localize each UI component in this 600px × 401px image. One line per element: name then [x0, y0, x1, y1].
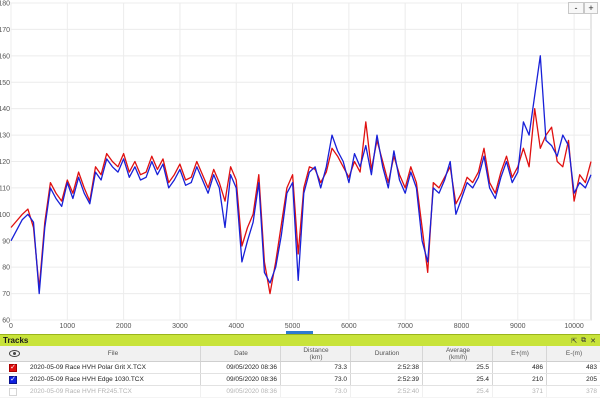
y-tick-label: 60	[2, 318, 10, 325]
y-tick-label: 120	[0, 159, 10, 166]
file-cell: 2020-05-09 Race HVH Edge 1030.TCX	[30, 376, 144, 383]
table-row[interactable]: ✓ 2020-05-09 Race HVH Edge 1030.TCX 09/0…	[0, 374, 600, 386]
x-tick-label: 9000	[510, 323, 526, 330]
x-tick-label: 4000	[228, 323, 244, 330]
tracks-title: Tracks	[3, 336, 29, 345]
x-tick-label: 0	[9, 323, 13, 330]
distance-cell: 73.3	[280, 362, 350, 373]
elevation-gain-cell: 486	[492, 362, 546, 373]
column-elevation-loss[interactable]: E-(m)	[546, 346, 600, 361]
distance-cell: 73.0	[280, 374, 350, 385]
zoom-out-button[interactable]: -	[568, 2, 584, 14]
x-tick-label: 2000	[116, 323, 132, 330]
column-duration[interactable]: Duration	[350, 346, 423, 361]
elevation-loss-cell: 205	[546, 374, 600, 385]
column-elevation-gain[interactable]: E+(m)	[492, 346, 547, 361]
zoom-in-button[interactable]: +	[584, 2, 598, 14]
y-tick-label: 170	[0, 27, 10, 34]
x-tick-label: 8000	[454, 323, 470, 330]
x-tick-label: 7000	[397, 323, 413, 330]
duration-cell: 2:52:40	[350, 386, 422, 397]
y-tick-label: 110	[0, 185, 10, 192]
series-line-1[interactable]	[10, 55, 592, 295]
y-tick-label: 70	[2, 291, 10, 298]
x-tick-label: 5000	[285, 323, 301, 330]
elevation-gain-cell: 371	[492, 386, 546, 397]
average-cell: 25.4	[422, 374, 492, 385]
check-icon[interactable]: ✓	[9, 375, 17, 384]
y-tick-label: 100	[0, 212, 10, 219]
y-tick-label: 90	[2, 238, 10, 245]
track-visible-checkbox[interactable]: ✓	[9, 362, 21, 373]
y-tick-label: 150	[0, 80, 10, 87]
elevation-gain-cell: 210	[492, 374, 546, 385]
tracks-toolbar: ⇱ ⧉ ✕	[571, 335, 596, 346]
x-tick-label: 3000	[172, 323, 188, 330]
check-icon[interactable]	[9, 387, 17, 396]
visibility-icon[interactable]	[6, 346, 22, 361]
y-tick-label: 180	[0, 1, 10, 8]
track-visible-checkbox[interactable]: ✓	[9, 374, 21, 385]
column-file[interactable]: File	[107, 350, 119, 357]
check-icon[interactable]: ✓	[9, 363, 17, 372]
date-cell: 09/05/2020 08:36	[200, 362, 280, 373]
close-icon[interactable]: ✕	[590, 337, 596, 345]
y-tick-label: 80	[2, 265, 10, 272]
table-row[interactable]: ✓ 2020-05-09 Race HVH Polar Grit X.TCX 0…	[0, 362, 600, 374]
chart-panel[interactable]: 60 70 80 90 100 110 120 130 140 150 160 170 180 0 1000…	[0, 0, 600, 330]
file-cell: 2020-05-09 Race HVH Polar Grit X.TCX	[30, 364, 146, 371]
column-average[interactable]: Average (km/h)	[422, 346, 493, 361]
table-row[interactable]: 2020-05-09 Race HVH FR245.TCX 09/05/2020…	[0, 386, 600, 398]
column-distance[interactable]: Distance (km)	[280, 346, 351, 361]
file-cell: 2020-05-09 Race HVH FR245.TCX	[30, 388, 132, 395]
y-tick-label: 160	[0, 53, 10, 60]
date-cell: 09/05/2020 08:36	[200, 374, 280, 385]
elevation-loss-cell: 378	[546, 386, 600, 397]
distance-cell: 73.0	[280, 386, 350, 397]
tracks-table: File Date Distance (km) Duration Average(…	[0, 346, 600, 398]
undock-icon[interactable]: ⇱	[571, 337, 578, 345]
track-visible-checkbox[interactable]	[9, 386, 21, 397]
date-cell: 09/05/2020 08:36	[200, 386, 280, 397]
column-date[interactable]: Date	[200, 346, 281, 361]
tracks-panel-header: Tracks ⇱ ⧉ ✕	[0, 334, 600, 346]
average-cell: 25.4	[422, 386, 492, 397]
series-line-0[interactable]	[10, 108, 592, 295]
x-tick-label: 10000	[564, 323, 584, 330]
x-scroll-indicator[interactable]	[286, 331, 313, 334]
y-tick-label: 130	[0, 133, 10, 140]
x-tick-label: 6000	[341, 323, 357, 330]
average-cell: 25.5	[422, 362, 492, 373]
heart-rate-chart[interactable]: 60 70 80 90 100 110 120 130 140 150 160 170 180 0 1000…	[0, 0, 600, 330]
x-tick-label: 1000	[60, 323, 76, 330]
elevation-loss-cell: 483	[546, 362, 600, 373]
duration-cell: 2:52:38	[350, 362, 422, 373]
table-header-row: File Date Distance (km) Duration Average(…	[0, 346, 600, 362]
float-icon[interactable]: ⧉	[581, 336, 587, 344]
y-tick-label: 140	[0, 106, 10, 113]
duration-cell: 2:52:39	[350, 374, 422, 385]
